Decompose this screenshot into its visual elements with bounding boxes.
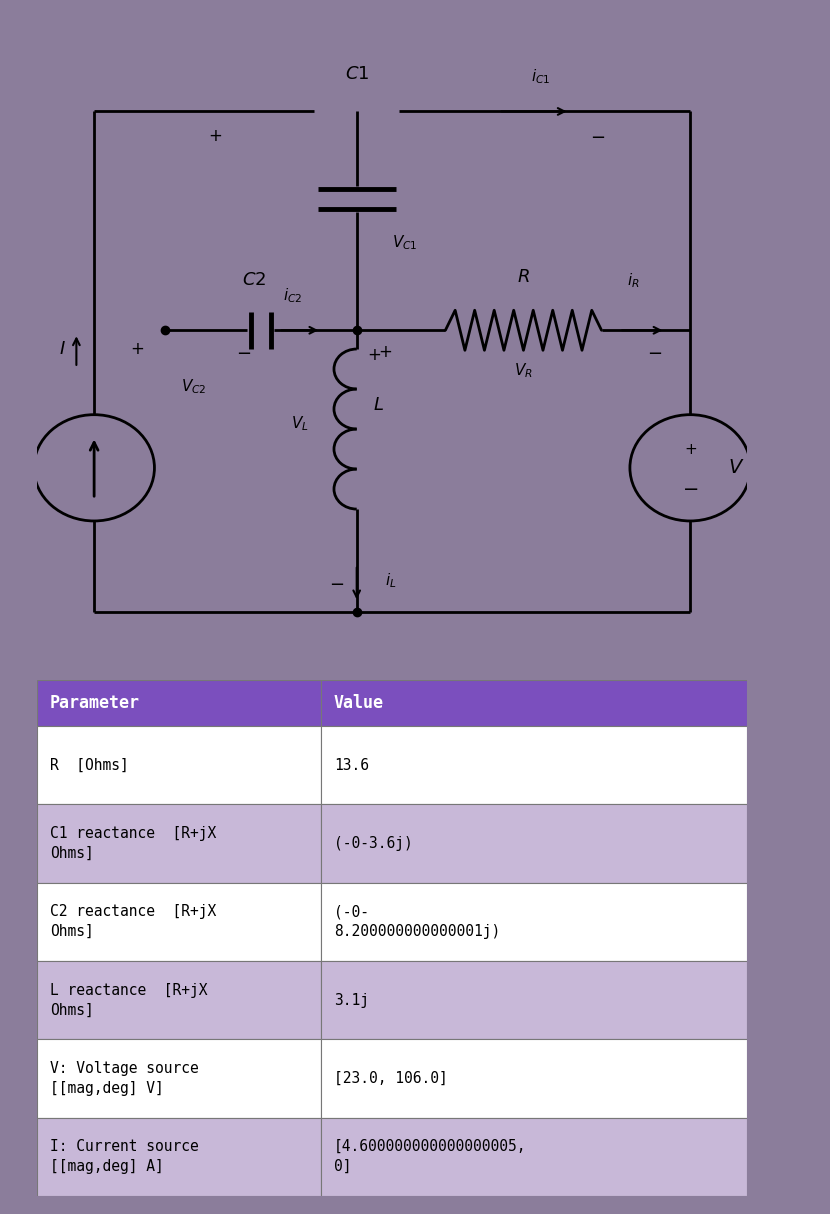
Text: [23.0, 106.0]: [23.0, 106.0] (334, 1071, 447, 1085)
Text: $L$: $L$ (373, 396, 383, 414)
Text: $+$: $+$ (129, 340, 144, 358)
Text: $i_{C1}$: $i_{C1}$ (531, 68, 551, 86)
Text: $+$: $+$ (368, 346, 382, 364)
Text: $-$: $-$ (236, 344, 251, 361)
FancyBboxPatch shape (321, 1039, 747, 1118)
FancyBboxPatch shape (321, 961, 747, 1039)
Text: C2 reactance  [R+jX
Ohms]: C2 reactance [R+jX Ohms] (50, 904, 217, 940)
Text: Value: Value (334, 694, 384, 713)
Text: L reactance  [R+jX
Ohms]: L reactance [R+jX Ohms] (50, 982, 208, 1017)
FancyBboxPatch shape (321, 1118, 747, 1196)
FancyBboxPatch shape (37, 1039, 321, 1118)
Text: I: Current source
[[mag,deg] A]: I: Current source [[mag,deg] A] (50, 1139, 199, 1174)
FancyBboxPatch shape (37, 805, 321, 883)
FancyBboxPatch shape (37, 726, 321, 805)
FancyBboxPatch shape (321, 726, 747, 805)
Text: $+$: $+$ (208, 127, 222, 146)
Text: $V_{C2}$: $V_{C2}$ (181, 378, 206, 396)
Text: $R$: $R$ (517, 268, 530, 287)
Text: $i_R$: $i_R$ (627, 271, 640, 290)
FancyBboxPatch shape (321, 883, 747, 961)
Text: $V_L$: $V_L$ (291, 415, 309, 433)
Text: [4.600000000000000005,
0]: [4.600000000000000005, 0] (334, 1139, 526, 1174)
Text: $V_{C1}$: $V_{C1}$ (393, 233, 417, 253)
FancyBboxPatch shape (321, 805, 747, 883)
FancyBboxPatch shape (37, 680, 321, 726)
Text: 3.1j: 3.1j (334, 993, 369, 1008)
Text: (-0-
8.200000000000001j): (-0- 8.200000000000001j) (334, 904, 500, 940)
Text: $C2$: $C2$ (242, 271, 266, 289)
Text: $-$: $-$ (330, 574, 344, 592)
Text: R  [Ohms]: R [Ohms] (50, 758, 129, 773)
Text: (-0-3.6j): (-0-3.6j) (334, 836, 413, 851)
Text: $i_L$: $i_L$ (385, 571, 397, 590)
Text: $C1$: $C1$ (344, 64, 369, 83)
FancyBboxPatch shape (321, 680, 747, 726)
Text: $I$: $I$ (59, 340, 66, 358)
Text: $-$: $-$ (682, 478, 698, 498)
Text: $i_{C2}$: $i_{C2}$ (283, 287, 302, 305)
FancyBboxPatch shape (37, 883, 321, 961)
FancyBboxPatch shape (37, 1118, 321, 1196)
Text: $-$: $-$ (590, 127, 606, 146)
Text: $V$: $V$ (728, 459, 745, 477)
Text: C1 reactance  [R+jX
Ohms]: C1 reactance [R+jX Ohms] (50, 827, 217, 861)
Text: 13.6: 13.6 (334, 758, 369, 773)
Text: Parameter: Parameter (50, 694, 140, 713)
Text: $+$: $+$ (378, 344, 392, 361)
Text: $V_R$: $V_R$ (514, 362, 533, 380)
Text: $+$: $+$ (684, 442, 697, 456)
Text: V: Voltage source
[[mag,deg] V]: V: Voltage source [[mag,deg] V] (50, 1061, 199, 1096)
FancyBboxPatch shape (37, 961, 321, 1039)
Text: $-$: $-$ (647, 344, 662, 361)
